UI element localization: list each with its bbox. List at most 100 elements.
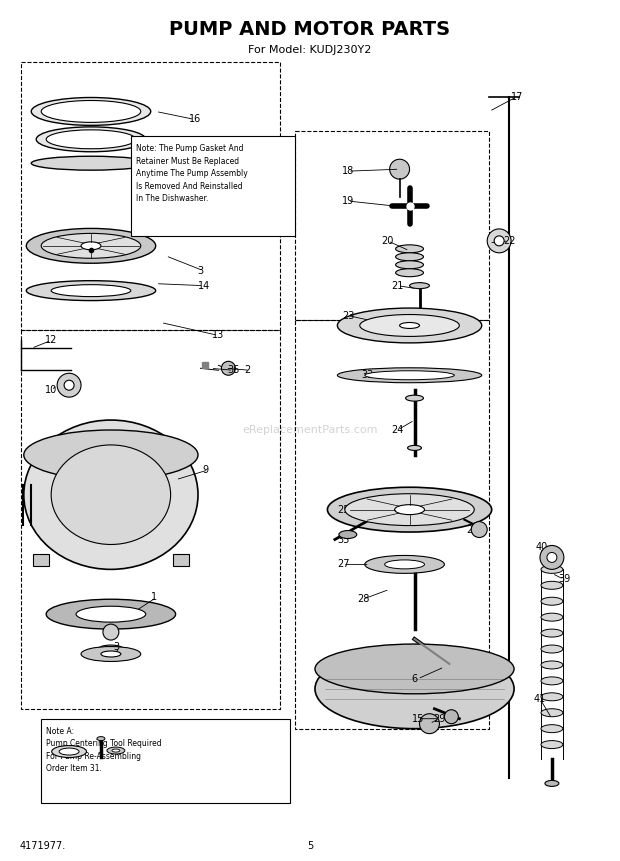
Text: 12: 12 <box>45 336 58 345</box>
Ellipse shape <box>337 308 482 343</box>
Circle shape <box>471 522 487 537</box>
Ellipse shape <box>101 651 121 657</box>
Ellipse shape <box>51 445 170 544</box>
Ellipse shape <box>541 645 563 653</box>
Text: 27: 27 <box>337 560 350 569</box>
Ellipse shape <box>396 269 423 276</box>
Text: 4171977.: 4171977. <box>19 841 66 852</box>
Ellipse shape <box>327 487 492 532</box>
Ellipse shape <box>410 282 430 288</box>
Ellipse shape <box>365 555 445 573</box>
Ellipse shape <box>339 530 356 538</box>
Circle shape <box>103 624 119 640</box>
Ellipse shape <box>396 253 423 261</box>
Ellipse shape <box>541 740 563 748</box>
Text: 31: 31 <box>198 739 210 748</box>
Circle shape <box>487 229 511 253</box>
Text: 3: 3 <box>113 642 119 652</box>
Text: 10: 10 <box>45 385 58 395</box>
Text: 15: 15 <box>412 714 424 724</box>
Text: 13: 13 <box>213 331 224 340</box>
Ellipse shape <box>541 693 563 701</box>
Ellipse shape <box>337 368 482 383</box>
Ellipse shape <box>541 677 563 684</box>
Ellipse shape <box>545 780 559 786</box>
Ellipse shape <box>345 493 474 525</box>
Bar <box>41 719 290 803</box>
Text: 24: 24 <box>392 425 404 435</box>
Ellipse shape <box>81 242 101 250</box>
Bar <box>131 136 295 236</box>
Circle shape <box>445 709 458 724</box>
Ellipse shape <box>541 725 563 733</box>
Text: 2: 2 <box>244 365 250 375</box>
Ellipse shape <box>396 245 423 253</box>
Text: 29: 29 <box>433 714 446 724</box>
Text: 30: 30 <box>95 753 107 764</box>
Ellipse shape <box>384 560 425 569</box>
Bar <box>295 320 489 728</box>
Text: 18: 18 <box>342 166 354 177</box>
Text: 36: 36 <box>228 365 239 375</box>
Ellipse shape <box>315 644 514 694</box>
Text: eReplacementParts.com: eReplacementParts.com <box>242 425 378 435</box>
Text: 6: 6 <box>412 674 418 684</box>
Ellipse shape <box>81 647 141 661</box>
Text: 40: 40 <box>536 542 548 553</box>
Ellipse shape <box>31 156 151 170</box>
Ellipse shape <box>396 261 423 269</box>
Text: 41: 41 <box>534 694 546 703</box>
Ellipse shape <box>26 228 156 263</box>
Text: 3: 3 <box>198 266 203 276</box>
Text: 33: 33 <box>361 370 374 381</box>
Text: 19: 19 <box>342 196 354 206</box>
Text: 5: 5 <box>307 841 313 852</box>
Ellipse shape <box>51 285 131 296</box>
Ellipse shape <box>541 598 563 605</box>
Bar <box>21 62 280 331</box>
Text: Note A:
Pump Centering Tool Required
For Pump Re-Assembling
Order Item 31.: Note A: Pump Centering Tool Required For… <box>46 727 162 773</box>
Text: 23: 23 <box>342 311 354 320</box>
Text: 9: 9 <box>203 465 208 474</box>
Circle shape <box>540 546 564 569</box>
Ellipse shape <box>59 748 79 755</box>
Text: Note: The Pump Gasket And
Retainer Must Be Replaced
Anytime The Pump Assembly
Is: Note: The Pump Gasket And Retainer Must … <box>136 145 247 203</box>
Ellipse shape <box>400 323 420 328</box>
Ellipse shape <box>541 581 563 589</box>
Text: 17: 17 <box>511 91 523 102</box>
Ellipse shape <box>97 737 105 740</box>
Ellipse shape <box>24 430 198 480</box>
Text: 20: 20 <box>382 236 394 246</box>
Ellipse shape <box>24 420 198 569</box>
Ellipse shape <box>541 629 563 637</box>
Ellipse shape <box>46 599 175 629</box>
Text: 39: 39 <box>558 574 570 585</box>
Text: 28: 28 <box>356 594 369 604</box>
Ellipse shape <box>112 749 120 752</box>
Circle shape <box>420 714 440 734</box>
Ellipse shape <box>541 613 563 621</box>
Ellipse shape <box>41 233 141 258</box>
Circle shape <box>389 159 410 179</box>
Text: 35: 35 <box>337 535 349 544</box>
Circle shape <box>57 374 81 397</box>
Ellipse shape <box>99 645 123 653</box>
Text: 21: 21 <box>392 281 404 291</box>
Ellipse shape <box>76 606 146 623</box>
Circle shape <box>221 362 236 375</box>
Text: PUMP AND MOTOR PARTS: PUMP AND MOTOR PARTS <box>169 21 451 40</box>
Ellipse shape <box>541 709 563 716</box>
Circle shape <box>64 381 74 390</box>
Circle shape <box>494 236 504 246</box>
Text: 22: 22 <box>503 236 516 246</box>
Ellipse shape <box>26 281 156 300</box>
Ellipse shape <box>360 314 459 337</box>
Ellipse shape <box>407 445 422 450</box>
Circle shape <box>547 553 557 562</box>
Ellipse shape <box>51 746 87 758</box>
Bar <box>21 331 280 709</box>
Text: 25: 25 <box>337 505 350 515</box>
Ellipse shape <box>41 101 141 122</box>
Ellipse shape <box>36 127 146 152</box>
Ellipse shape <box>31 97 151 126</box>
